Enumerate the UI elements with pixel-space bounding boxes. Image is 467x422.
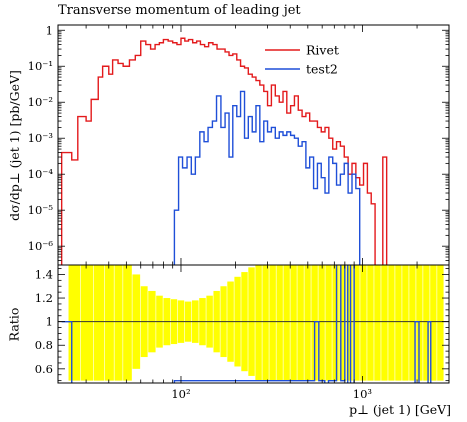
y-tick-label-main: 10⁻³ xyxy=(28,131,54,145)
uncertainty-band xyxy=(93,265,105,381)
uncertainty-band xyxy=(325,265,332,381)
series-line-test2 xyxy=(173,90,361,265)
uncertainty-band xyxy=(423,265,430,381)
ratio-panel: 1.4 1.2 1 0.8 0.6 10² 10³ xyxy=(35,264,450,401)
legend-label-rivet: Rivet xyxy=(306,43,339,58)
uncertainty-band xyxy=(437,265,444,381)
uncertainty-band xyxy=(388,265,395,381)
uncertainty-band xyxy=(367,265,374,381)
uncertainty-band xyxy=(104,265,114,381)
uncertainty-band xyxy=(123,265,132,381)
y-tick-label-ratio: 1 xyxy=(46,315,53,329)
y-tick-label-ratio: 1.2 xyxy=(35,291,53,305)
x-tick-label: 10² xyxy=(171,387,190,401)
y-tick-label-ratio: 0.8 xyxy=(35,338,53,352)
y-tick-label-main: 10⁻¹ xyxy=(28,59,53,73)
uncertainty-band xyxy=(269,265,276,381)
uncertainty-band xyxy=(318,265,325,381)
series-line-rivet xyxy=(60,37,388,265)
uncertainty-band xyxy=(262,265,269,381)
uncertainty-band xyxy=(353,265,360,381)
uncertainty-band xyxy=(346,265,353,381)
uncertainty-band xyxy=(68,265,81,381)
uncertainty-band xyxy=(114,265,123,381)
y-tick-label-ratio: 0.6 xyxy=(35,362,53,376)
uncertainty-band xyxy=(374,265,381,381)
uncertainty-band xyxy=(381,265,388,381)
uncertainty-band xyxy=(304,265,311,381)
x-axis-label: p⊥ (jet 1) [GeV] xyxy=(349,402,451,417)
uncertainty-band xyxy=(395,265,402,381)
uncertainty-band xyxy=(360,265,367,381)
x-tick-label: 10³ xyxy=(353,387,373,401)
y-tick-label-main: 1 xyxy=(46,23,53,37)
uncertainty-band xyxy=(430,265,437,381)
legend: Rivet test2 xyxy=(265,43,339,77)
uncertainty-band xyxy=(290,265,297,381)
uncertainty-band xyxy=(80,265,94,381)
uncertainty-band xyxy=(276,265,283,381)
uncertainty-band xyxy=(283,265,290,381)
ratio-frame xyxy=(57,264,450,384)
uncertainty-band xyxy=(339,265,346,381)
uncertainty-band xyxy=(332,265,339,381)
y-axis-label-ratio: Ratio xyxy=(6,307,22,341)
y-axis-label-main: dσ/dp⊥ (jet 1) [pb/GeV] xyxy=(6,69,22,221)
main-frame xyxy=(57,24,450,266)
main-panel: 1 10⁻¹ 10⁻² 10⁻³ 10⁻⁴ 10⁻⁵ 10⁻⁶ Rivet test2 xyxy=(28,23,450,266)
y-tick-label-main: 10⁻⁶ xyxy=(28,239,54,253)
uncertainty-band xyxy=(409,265,416,381)
y-tick-label-main: 10⁻² xyxy=(28,95,53,109)
uncertainty-band xyxy=(297,265,304,381)
y-tick-label-ratio: 1.4 xyxy=(35,267,53,281)
legend-label-test2: test2 xyxy=(306,62,338,77)
uncertainty-band xyxy=(255,265,262,381)
y-tick-label-main: 10⁻⁴ xyxy=(28,167,54,181)
y-tick-label-main: 10⁻⁵ xyxy=(28,203,54,217)
chart-title: Transverse momentum of leading jet xyxy=(58,3,301,18)
uncertainty-band xyxy=(402,265,409,381)
